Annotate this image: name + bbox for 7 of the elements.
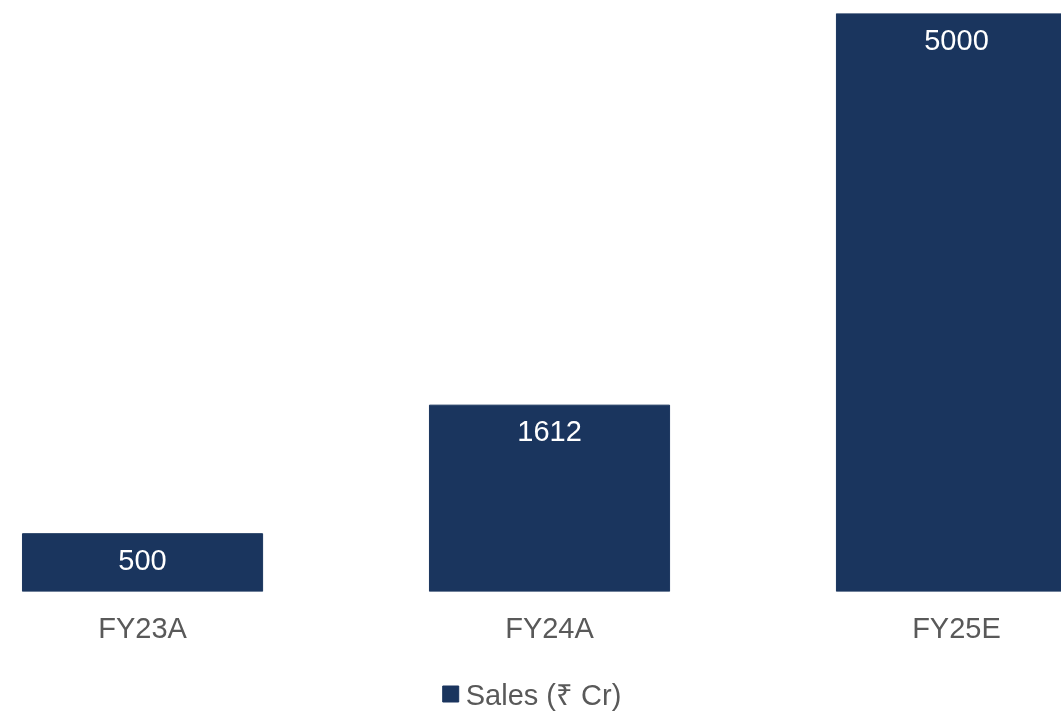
- data-label: 1612: [517, 415, 582, 448]
- data-label: 5000: [924, 23, 989, 56]
- x-tick-label: FY23A: [98, 611, 188, 644]
- x-tick-label: FY25E: [912, 611, 1001, 644]
- x-tick-label: FY24A: [505, 611, 595, 644]
- data-label: 500: [118, 543, 167, 576]
- legend-label: Sales (₹ Cr): [465, 677, 622, 713]
